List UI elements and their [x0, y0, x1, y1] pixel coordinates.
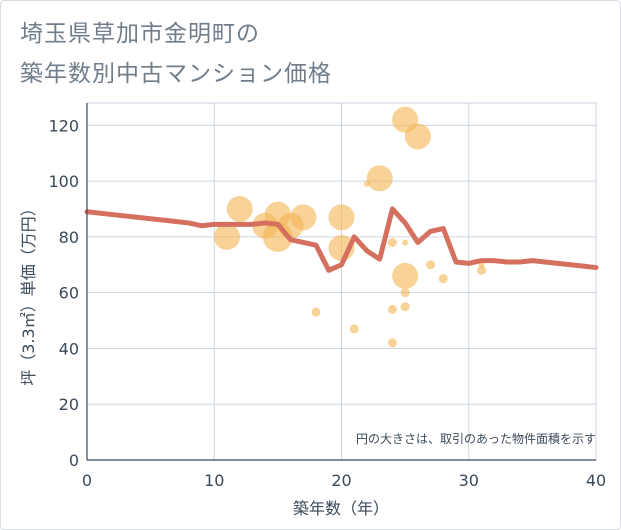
x-tick-label: 10 [204, 471, 224, 490]
y-tick-label: 40 [59, 339, 79, 358]
data-bubble [366, 165, 393, 192]
data-bubble [387, 237, 397, 247]
data-bubble [400, 302, 410, 312]
trend-line-layer [84, 206, 599, 273]
data-bubble [392, 262, 419, 289]
data-bubble [400, 288, 410, 298]
y-tick-label: 120 [48, 116, 79, 135]
data-bubble [476, 265, 486, 275]
data-bubble [213, 223, 240, 250]
data-bubble [290, 204, 317, 231]
data-bubble [311, 307, 321, 317]
x-tick-label: 20 [331, 471, 351, 490]
axes: 0 10 20 30 40 0 20 40 60 80 100 120 [48, 103, 606, 490]
trend-line [84, 206, 599, 273]
x-axis-label: 築年数（年） [293, 499, 389, 518]
chart-title-line-2: 築年数別中古マンション価格 [20, 61, 332, 87]
y-tick-label: 20 [59, 395, 79, 414]
data-bubble [226, 195, 253, 222]
data-bubble [387, 304, 397, 314]
x-tick-label: 0 [82, 471, 92, 490]
size-annotation: 円の大きさは、取引のあった物件面積を示す [356, 431, 596, 446]
bubble-series [213, 106, 486, 348]
data-bubble [404, 123, 431, 150]
y-tick-label: 80 [59, 228, 79, 247]
data-bubble [328, 204, 355, 231]
x-tick-label: 40 [586, 471, 606, 490]
data-bubble [438, 274, 448, 284]
data-bubble [402, 239, 409, 246]
grid-lines [86, 102, 597, 461]
data-bubble [426, 260, 436, 270]
data-bubble [349, 324, 359, 334]
y-tick-label: 0 [69, 451, 79, 470]
y-tick-label: 60 [59, 284, 79, 303]
y-axis-label: 坪（3.3㎡）単価（万円） [19, 200, 38, 385]
x-tick-label: 30 [459, 471, 479, 490]
y-tick-label: 100 [48, 172, 79, 191]
data-bubble [387, 338, 397, 348]
chart-title-line-1: 埼玉県草加市金明町の [20, 21, 260, 47]
